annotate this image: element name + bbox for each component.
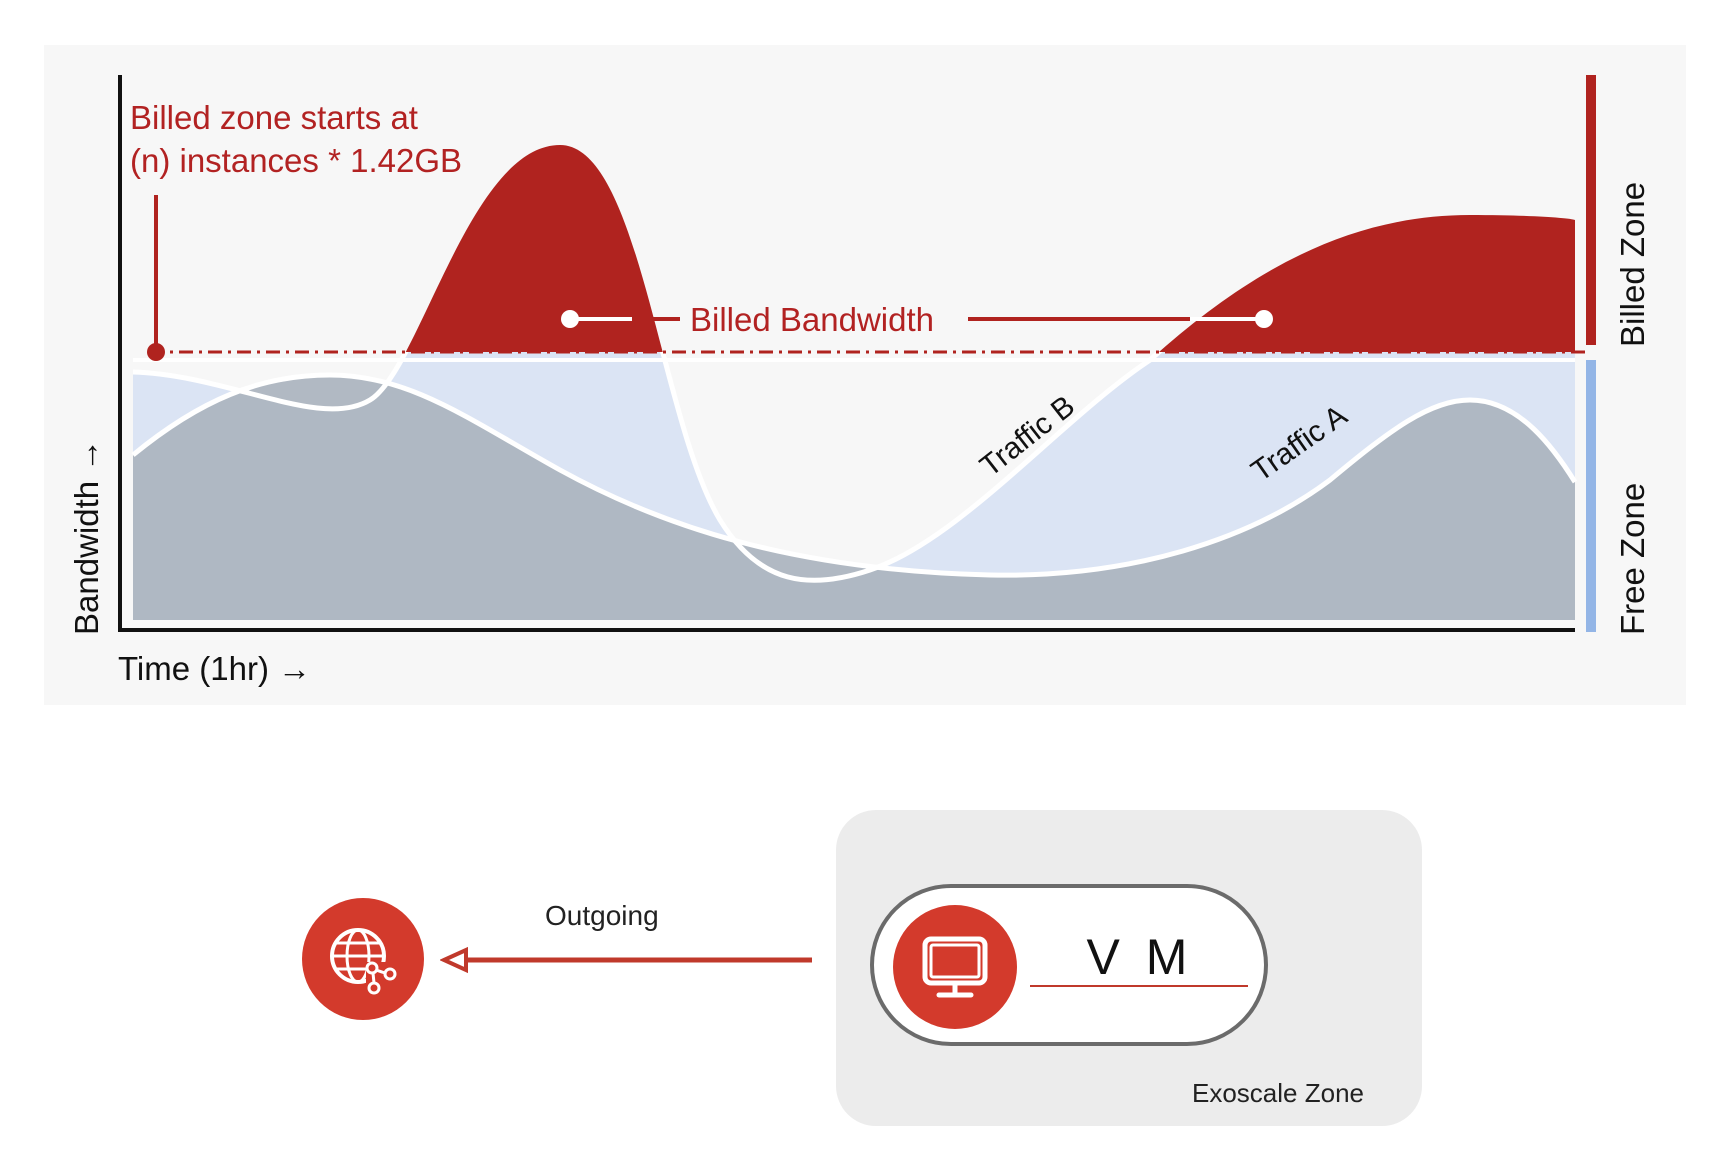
vm-label: V M <box>1086 929 1194 985</box>
billed-callout-left-dot <box>561 310 579 328</box>
traffic-a-area <box>133 375 1575 620</box>
traffic-a-line <box>131 372 1578 578</box>
free-zone-label: Free Zone <box>1614 482 1651 635</box>
threshold-marker-dot <box>147 343 165 361</box>
exoscale-zone-label: Exoscale Zone <box>1192 1078 1364 1108</box>
billed-zone-label: Billed Zone <box>1614 181 1651 347</box>
free-zone-bar <box>1586 360 1596 632</box>
bandwidth-chart <box>118 75 1596 632</box>
vm-underline <box>1030 985 1248 987</box>
billed-zone-note: Billed zone starts at (n) instances * 1.… <box>130 96 462 182</box>
traffic-b-billed-area <box>405 145 1575 352</box>
traffic-b-line <box>132 352 1163 583</box>
y-axis-label: Bandwidth → <box>68 438 105 635</box>
outgoing-arrow <box>440 946 812 974</box>
billed-callout-right-dot <box>1255 310 1273 328</box>
billed-zone-bar <box>1586 75 1596 345</box>
billed-zone-note-line2: (n) instances * 1.42GB <box>130 142 462 179</box>
billed-bandwidth-label: Billed Bandwidth <box>690 301 934 338</box>
billed-zone-note-line1: Billed zone starts at <box>130 99 418 136</box>
x-axis-label: Time (1hr) → <box>118 650 312 687</box>
globe-network-icon <box>302 898 424 1020</box>
outgoing-label: Outgoing <box>545 900 659 931</box>
monitor-icon <box>893 905 1017 1029</box>
